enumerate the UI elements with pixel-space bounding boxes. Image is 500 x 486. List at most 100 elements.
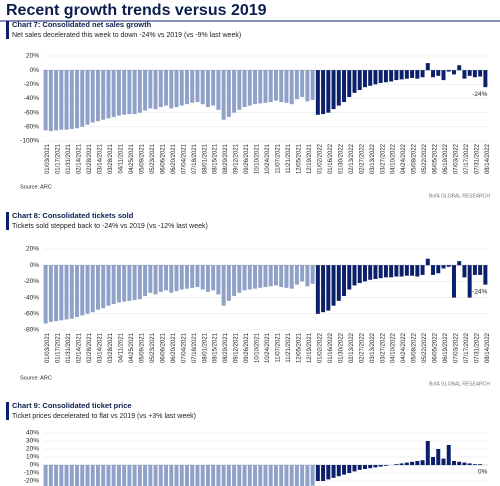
- bar: [111, 70, 116, 117]
- bar: [153, 465, 158, 486]
- bar: [404, 462, 409, 465]
- x-tick-label: 11/21/2021: [286, 143, 292, 173]
- bar: [321, 265, 326, 313]
- x-tick-label: 02/14/2021: [77, 143, 83, 174]
- bar: [106, 265, 111, 306]
- x-tick-label: 01/17/2021: [56, 143, 62, 174]
- x-tick-label: 06/06/2021: [160, 143, 166, 174]
- bar: [352, 265, 357, 286]
- bar: [247, 465, 252, 486]
- x-tick-label: 03/14/2021: [98, 332, 104, 363]
- bar: [95, 70, 100, 122]
- bar: [179, 70, 184, 106]
- bar: [137, 265, 142, 300]
- bar: [64, 265, 69, 320]
- bar: [425, 258, 430, 266]
- x-tick-label: 02/14/2021: [77, 332, 83, 363]
- bar: [242, 265, 247, 291]
- bar: [221, 265, 226, 306]
- x-tick-label: 10/10/2021: [255, 332, 261, 363]
- bar: [342, 265, 347, 296]
- bar: [404, 265, 409, 276]
- bar: [226, 265, 231, 301]
- bar: [425, 441, 430, 465]
- bar: [48, 70, 53, 132]
- bar: [446, 445, 451, 465]
- annotation: -24%: [472, 288, 487, 295]
- x-tick-label: 04/11/2021: [118, 332, 124, 362]
- bar: [127, 465, 132, 486]
- bar: [294, 70, 299, 100]
- x-tick-label: 05/23/2021: [150, 143, 156, 174]
- x-tick-label: 01/03/2021: [45, 143, 51, 174]
- x-tick-label: 02/28/2021: [87, 332, 93, 363]
- bar: [357, 70, 362, 90]
- bar: [232, 465, 237, 486]
- x-tick-label: 01/17/2021: [56, 332, 62, 363]
- bar: [321, 465, 326, 481]
- bar: [116, 465, 121, 486]
- bar: [294, 265, 299, 285]
- bar: [431, 70, 436, 78]
- bar: [420, 265, 425, 275]
- bar: [378, 265, 383, 279]
- bar: [184, 70, 189, 105]
- chart-title: Chart 9: Consolidated ticket price: [12, 401, 132, 410]
- x-tick-label: 02/27/2022: [359, 143, 365, 174]
- x-tick-label: 05/08/2022: [412, 332, 418, 363]
- bar: [436, 70, 441, 76]
- x-tick-label: 04/10/2022: [391, 332, 397, 363]
- x-tick-label: 07/17/2022: [464, 332, 470, 363]
- bar: [373, 265, 378, 279]
- bar: [137, 70, 142, 113]
- bar: [179, 265, 184, 290]
- x-tick-label: 09/26/2021: [244, 143, 250, 174]
- bar: [190, 265, 195, 288]
- x-tick-label: 03/13/2022: [370, 332, 376, 363]
- x-tick-label: 02/13/2022: [349, 332, 355, 363]
- x-tick-label: 08/15/2021: [213, 332, 219, 363]
- bar: [132, 265, 137, 301]
- x-tick-label: 10/10/2021: [255, 143, 261, 174]
- bar: [216, 70, 221, 110]
- bar: [273, 465, 278, 486]
- bar: [462, 70, 467, 79]
- x-tick-label: 07/03/2022: [454, 332, 460, 363]
- bar: [221, 465, 226, 486]
- x-tick-label: 05/09/2021: [139, 332, 145, 363]
- x-tick-label: 07/18/2021: [192, 332, 198, 363]
- bar: [289, 70, 294, 105]
- bar: [368, 265, 373, 280]
- x-tick-label: 07/04/2021: [181, 143, 187, 174]
- bar: [289, 265, 294, 289]
- bar: [106, 70, 111, 119]
- bar: [184, 265, 189, 289]
- bar: [158, 465, 163, 486]
- bar: [59, 70, 64, 130]
- bar: [373, 70, 378, 85]
- y-tick-label: -40%: [24, 95, 39, 102]
- bar: [315, 70, 320, 115]
- bar: [310, 265, 315, 284]
- bar: [221, 70, 226, 120]
- bar: [43, 265, 48, 324]
- bar: [90, 265, 95, 313]
- bar: [95, 265, 100, 310]
- bar: [195, 465, 200, 486]
- x-tick-label: 07/17/2022: [464, 143, 470, 174]
- bar: [457, 461, 462, 465]
- bar: [263, 465, 268, 486]
- bar: [483, 265, 488, 285]
- bar: [336, 70, 341, 106]
- x-tick-label: 04/24/2022: [401, 143, 407, 174]
- bar: [137, 465, 142, 486]
- bar: [253, 70, 258, 105]
- x-tick-label: 01/02/2022: [317, 332, 323, 363]
- x-tick-label: 11/21/2021: [286, 332, 292, 362]
- bar: [211, 465, 216, 486]
- bar: [169, 465, 174, 486]
- bar: [64, 70, 69, 130]
- bar: [310, 70, 315, 100]
- header-accent: [6, 212, 9, 230]
- bar: [127, 70, 132, 115]
